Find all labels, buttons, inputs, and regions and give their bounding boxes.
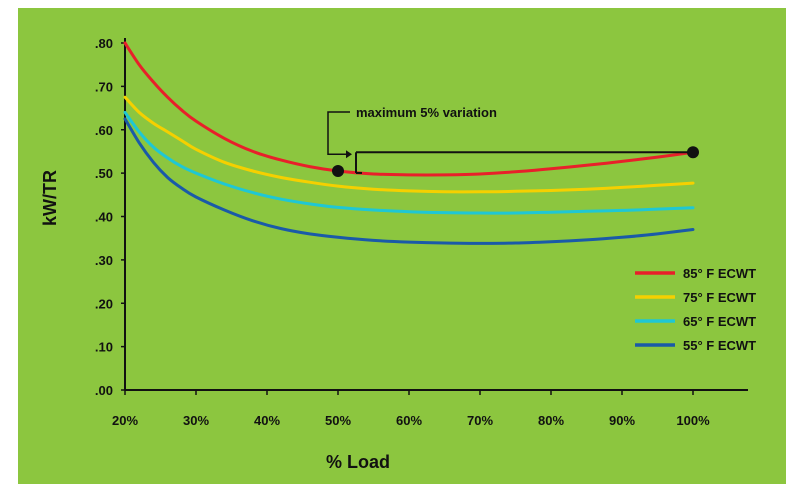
marker-point: [687, 146, 699, 159]
y-tick-label: .10: [95, 340, 113, 355]
series-line-2: [123, 110, 695, 215]
y-tick-label: .40: [95, 210, 113, 225]
x-tick-label: 100%: [676, 413, 710, 428]
legend-label-2: 65° F ECWT: [683, 314, 756, 329]
x-tick-label: 80%: [538, 413, 564, 428]
y-axis-title: kW/TR: [40, 170, 60, 226]
x-tick-label: 70%: [467, 413, 493, 428]
callout-arrowhead: [346, 150, 352, 159]
legend-label-1: 75° F ECWT: [683, 290, 756, 305]
x-tick-label: 60%: [396, 413, 422, 428]
x-tick-label: 40%: [254, 413, 280, 428]
x-tick-label: 50%: [325, 413, 351, 428]
callout-leader: [327, 111, 350, 156]
legend-label-3: 55° F ECWT: [683, 338, 756, 353]
y-tick-label: .30: [95, 253, 113, 268]
y-tick-label: .00: [95, 383, 113, 398]
x-tick-label: 90%: [609, 413, 635, 428]
x-tick-label: 20%: [112, 413, 138, 428]
y-tick-label: .20: [95, 296, 113, 311]
y-tick-label: .80: [95, 36, 113, 51]
annotation-label: maximum 5% variation: [356, 105, 497, 120]
axes: [124, 38, 748, 391]
line-chart: .00 .10 .20 .30 .40 .50 .60 .70 .80 20% 30% 40% 50% 6…: [40, 36, 756, 472]
legend: 85° F ECWT 75° F ECWT 65° F ECWT 55° F ECWT: [635, 266, 756, 353]
x-tick-label: 30%: [183, 413, 209, 428]
y-tick-label: .70: [95, 79, 113, 94]
series-line-3: [123, 117, 695, 245]
chart-panel: .00 .10 .20 .30 .40 .50 .60 .70 .80 20% 30% 40% 50% 6…: [18, 8, 786, 484]
legend-label-0: 85° F ECWT: [683, 266, 756, 281]
series-line-1: [123, 95, 695, 194]
x-axis-title: % Load: [326, 452, 390, 472]
y-tick-label: .50: [95, 166, 113, 181]
series-lines: [123, 41, 695, 245]
annotation: maximum 5% variation: [327, 105, 699, 177]
y-tick-label: .60: [95, 123, 113, 138]
marker-point: [332, 164, 344, 177]
tick-labels: .00 .10 .20 .30 .40 .50 .60 .70 .80 20% 30% 40% 50% 6…: [95, 36, 710, 428]
